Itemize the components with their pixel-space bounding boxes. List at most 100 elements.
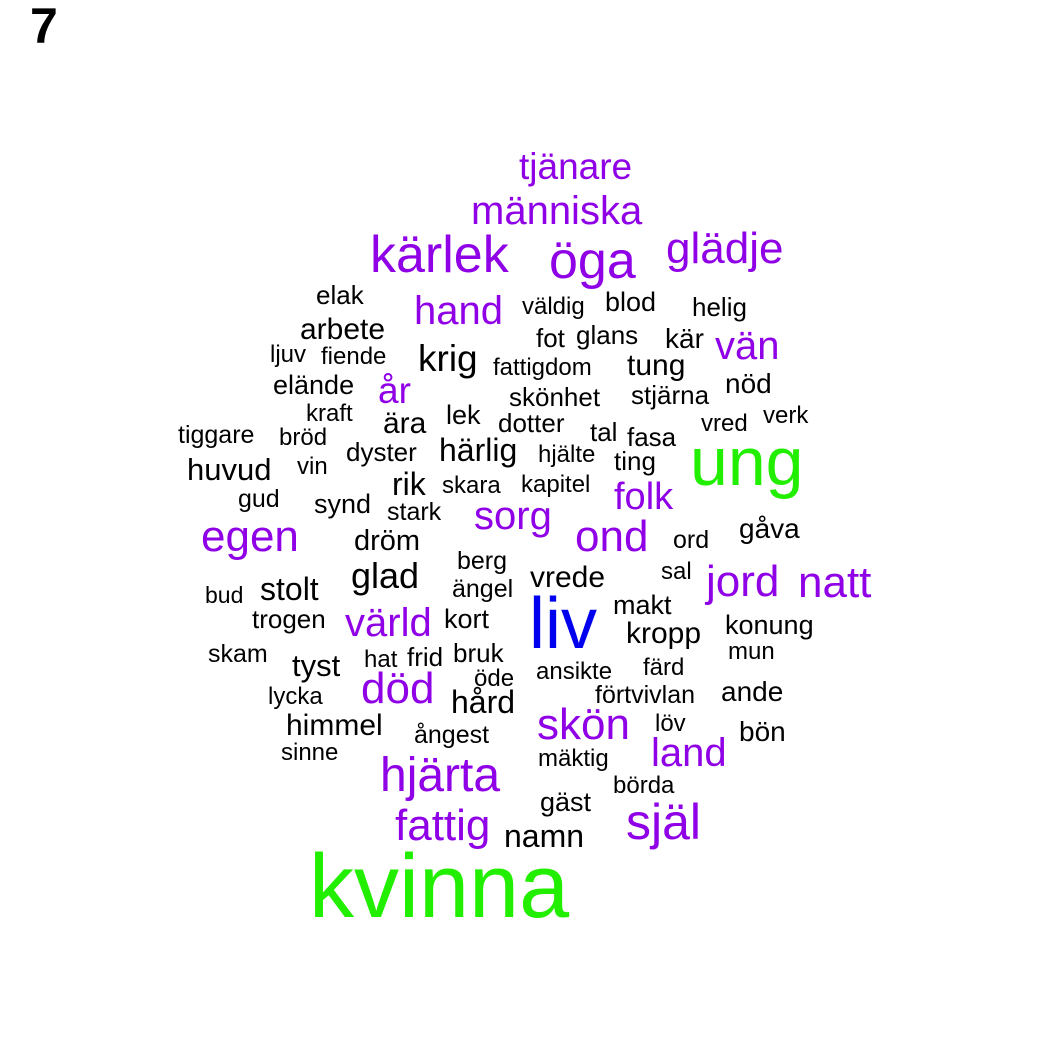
word-tjanare: tjänare — [519, 146, 633, 187]
word-fot: fot — [536, 323, 565, 353]
word-fattigdom: fattigdom — [493, 354, 592, 381]
word-ung: ung — [690, 424, 804, 500]
word-glans: glans — [576, 320, 639, 350]
word-hard: hård — [451, 684, 516, 720]
word-bon: bön — [739, 716, 786, 747]
word-kraft: kraft — [306, 400, 353, 427]
word-blod: blod — [605, 287, 657, 317]
word-ansikte: ansikte — [536, 658, 613, 685]
word-ar: år — [378, 370, 411, 411]
word-kvinna: kvinna — [309, 837, 570, 937]
word-egen: egen — [201, 512, 299, 561]
word-himmel: himmel — [286, 709, 383, 742]
word-valdig: väldig — [522, 293, 585, 320]
word-synd: synd — [314, 489, 372, 519]
word-tiggare: tiggare — [178, 421, 255, 449]
word-fiende: fiende — [321, 343, 387, 370]
word-arbete: arbete — [300, 313, 386, 346]
word-helig: helig — [692, 292, 747, 322]
word-verk: verk — [763, 402, 809, 429]
word-ord: ord — [673, 526, 710, 554]
word-kort: kort — [444, 604, 490, 634]
word-harlig: härlig — [439, 432, 518, 468]
word-sorg: sorg — [474, 494, 552, 538]
word-tyst: tyst — [292, 648, 341, 683]
word-skara: skara — [442, 472, 501, 499]
word-stark: stark — [387, 498, 442, 526]
word-sjal: själ — [626, 794, 702, 850]
word-skam: skam — [208, 640, 268, 668]
word-vrede: vrede — [530, 561, 606, 594]
word-sal: sal — [661, 558, 692, 585]
word-hjarta: hjärta — [380, 749, 501, 802]
word-konung: konung — [725, 610, 814, 640]
word-berg: berg — [457, 547, 508, 575]
word-gast: gäst — [540, 787, 592, 817]
word-elak: elak — [316, 280, 364, 310]
word-namn: namn — [504, 818, 585, 854]
word-huvud: huvud — [187, 452, 272, 487]
word-angest: ångest — [414, 721, 490, 749]
word-nod: nöd — [725, 368, 772, 399]
word-fasa: fasa — [627, 422, 677, 452]
word-sinne: sinne — [281, 739, 339, 766]
word-vred: vred — [701, 410, 748, 437]
word-dotter: dotter — [498, 408, 565, 438]
word-drom: dröm — [354, 525, 421, 557]
word-krig: krig — [418, 338, 478, 379]
word-lov: löv — [655, 710, 686, 737]
word-land: land — [651, 731, 727, 775]
word-ljuv: ljuv — [270, 341, 307, 368]
word-tal: tal — [590, 417, 618, 447]
word-gud: gud — [238, 485, 280, 513]
word-varld: värld — [345, 601, 432, 645]
word-kapitel: kapitel — [521, 471, 591, 498]
word-fard: färd — [643, 654, 685, 681]
word-kar: kär — [665, 323, 704, 354]
word-brod: bröd — [279, 424, 328, 451]
word-tung: tung — [627, 349, 686, 382]
word-lek: lek — [446, 400, 481, 430]
word-dod: död — [361, 664, 435, 713]
word-gava: gåva — [739, 513, 800, 544]
word-skon: skön — [537, 700, 630, 749]
word-bud: bud — [205, 582, 244, 608]
word-fortvivlan: förtvivlan — [595, 681, 696, 709]
word-makt: makt — [613, 590, 672, 620]
word-skonhet: skönhet — [509, 382, 601, 412]
word-hjalte: hjälte — [538, 441, 596, 468]
panel-label: 7 — [30, 0, 58, 54]
word-mun: mun — [728, 638, 775, 665]
word-karlek: kärlek — [370, 226, 509, 284]
word-bruk: bruk — [453, 638, 504, 668]
word-lycka: lycka — [268, 683, 323, 710]
word-rik: rik — [392, 466, 426, 502]
word-maktig: mäktig — [538, 745, 609, 772]
word-manniska: människa — [471, 189, 643, 233]
word-ond: ond — [575, 512, 649, 561]
word-fattig: fattig — [395, 801, 491, 850]
word-oga: öga — [549, 232, 636, 290]
word-kropp: kropp — [626, 617, 702, 650]
word-frid: frid — [407, 642, 444, 672]
word-jord: jord — [706, 557, 780, 606]
word-hand: hand — [414, 289, 503, 333]
word-trogen: trogen — [252, 604, 326, 634]
word-vin: vin — [297, 453, 328, 480]
word-angel: ängel — [452, 575, 514, 603]
word-ande: ande — [721, 676, 784, 707]
word-stolt: stolt — [260, 571, 319, 607]
word-ting: ting — [614, 446, 656, 476]
word-gladje: glädje — [666, 224, 784, 273]
word-folk: folk — [614, 476, 674, 518]
word-liv: liv — [529, 584, 597, 664]
word-ode: öde — [474, 665, 515, 692]
word-hat: hat — [364, 646, 398, 673]
word-borda: börda — [613, 772, 675, 799]
word-natt: natt — [798, 558, 872, 607]
word-ara: ära — [383, 407, 427, 440]
word-glad: glad — [351, 555, 420, 596]
word-van: vän — [715, 324, 780, 368]
word-elande: elände — [273, 370, 355, 400]
